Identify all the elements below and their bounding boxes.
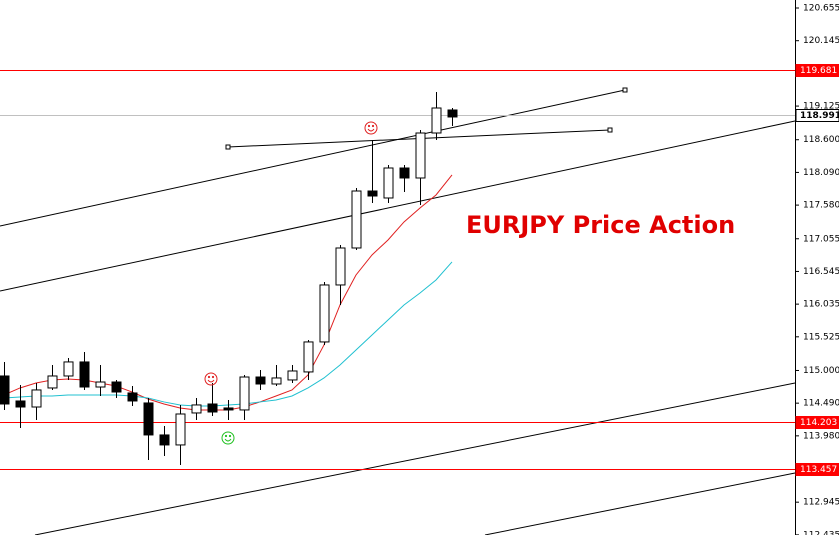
candle-body: [95, 381, 106, 388]
trendline-handle: [225, 144, 231, 150]
candle-body: [287, 370, 298, 381]
y-tick-label: 117.055: [803, 234, 839, 244]
y-tick-label: 118.600: [803, 135, 839, 145]
plot-area: [0, 70, 795, 470]
y-tick-label: 118.090: [803, 168, 839, 178]
y-tick-label: 117.580: [803, 201, 839, 211]
candle-body: [239, 376, 250, 411]
y-tick-label: 116.035: [803, 300, 839, 310]
candle-body: [175, 413, 186, 446]
y-tick-label: 119.125: [803, 102, 839, 112]
y-tick-label: 113.980: [803, 431, 839, 441]
candle-body: [335, 247, 346, 286]
candle-body: [15, 400, 26, 408]
y-tick-label: 120.145: [803, 36, 839, 46]
level-label-box: [795, 416, 839, 429]
candle-body: [223, 407, 234, 411]
candle-body: [271, 377, 282, 385]
smiley-icon: [204, 372, 218, 386]
candle-body: [191, 404, 202, 414]
candle-body: [127, 392, 138, 402]
level-label-box: [795, 64, 839, 77]
trendline: [0, 89, 626, 227]
trendline: [484, 472, 796, 536]
candle-body: [367, 190, 378, 197]
candle-body: [79, 361, 90, 388]
y-tick-label: 115.000: [803, 366, 839, 376]
y-tick-label: 115.525: [803, 332, 839, 342]
candle-body: [143, 402, 154, 436]
candle-body: [383, 167, 394, 199]
smiley-icon: [221, 431, 235, 445]
smileys: [204, 121, 378, 445]
y-tick-label: 116.545: [803, 267, 839, 277]
candle-body: [159, 434, 170, 446]
candle-body: [47, 375, 58, 389]
y-tick-label: 112.435: [803, 530, 839, 535]
candle-body: [63, 361, 74, 377]
annotation: EURJPY Price Action: [466, 211, 735, 239]
y-tick-label: 114.490: [803, 399, 839, 409]
candle-body: [447, 109, 458, 118]
candle-body: [415, 132, 426, 179]
candle-body: [431, 107, 442, 134]
candle-body: [319, 284, 330, 343]
smiley-icon: [364, 121, 378, 135]
level-label: 113.457: [800, 465, 837, 475]
candle-body: [0, 375, 10, 405]
y-tick-label: 112.945: [803, 498, 839, 508]
trendline: [34, 382, 796, 536]
candle-body: [207, 403, 218, 413]
candle-body: [31, 389, 42, 408]
candle-body: [351, 190, 362, 249]
candle-body: [255, 376, 266, 385]
candle-body: [303, 341, 314, 373]
trendline-handle: [622, 87, 628, 93]
level-label: 114.203: [800, 418, 837, 428]
y-tick-label: 120.655: [803, 4, 839, 14]
level-label-box: [795, 109, 839, 122]
trendline: [0, 120, 796, 292]
level-label-box: [795, 463, 839, 476]
trendline-handle: [607, 127, 613, 133]
level-label: 118.991: [800, 111, 839, 121]
level-label: 119.681: [800, 66, 837, 76]
candle-body: [111, 381, 122, 393]
candle-body: [399, 167, 410, 179]
